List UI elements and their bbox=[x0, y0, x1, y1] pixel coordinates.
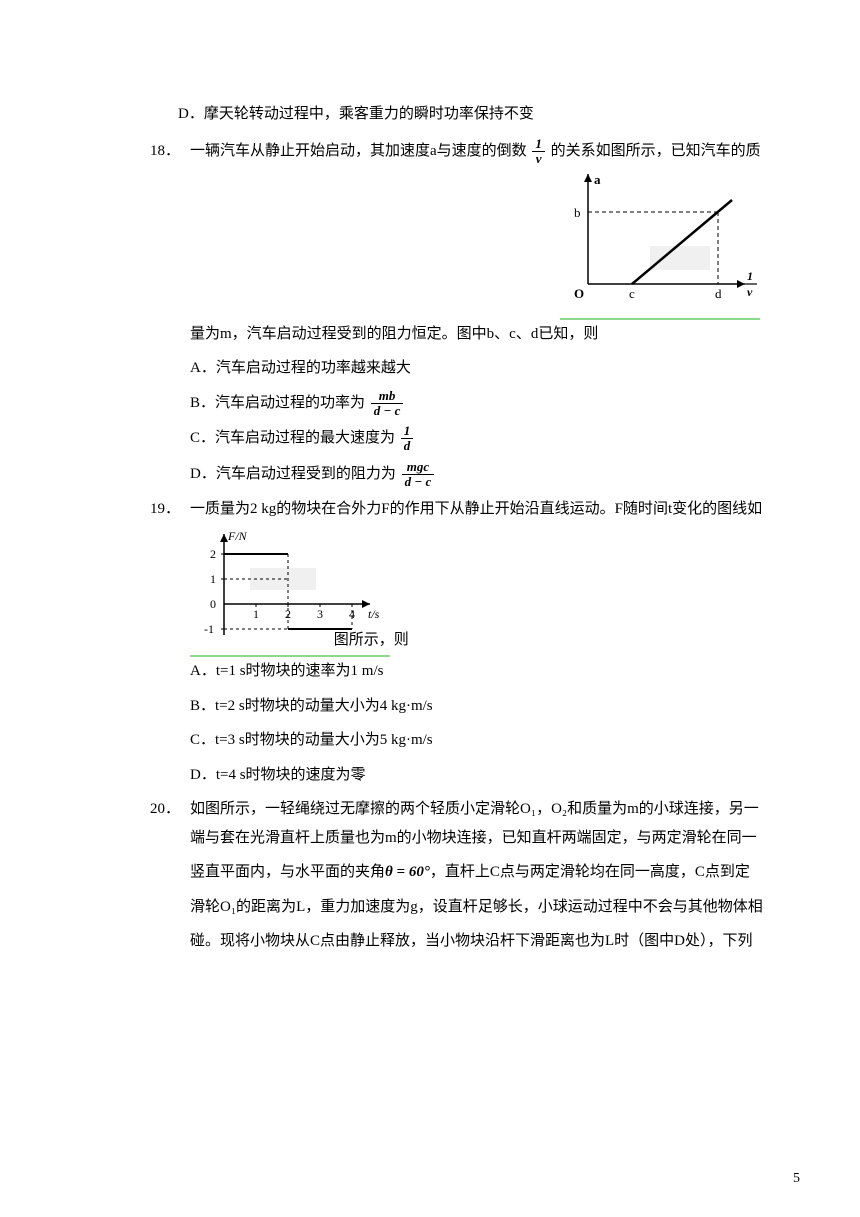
svg-text:1: 1 bbox=[747, 269, 753, 283]
q18-chart: a b c d O 1 v bbox=[560, 166, 760, 306]
q20-line5: 碰。现将小物块从C点由静止释放，当小物块沿杆下滑距离也为L时（图中D处），下列 bbox=[150, 927, 800, 956]
svg-text:1: 1 bbox=[253, 607, 259, 621]
q18-option-c: C．汽车启动过程的最大速度为 1d bbox=[150, 424, 800, 454]
svg-text:3: 3 bbox=[317, 607, 323, 621]
svg-text:O: O bbox=[574, 286, 584, 301]
q19-number: 19． bbox=[150, 495, 190, 524]
q19-stem-text: 一质量为2 kg的物块在合外力F的作用下从静止开始沿直线运动。F随时间t变化的图… bbox=[190, 495, 800, 524]
q18-stem1b: 的关系如图所示，已知汽车的质 bbox=[551, 143, 761, 159]
q18-stem-line2: 量为m，汽车启动过程受到的阻力恒定。图中b、c、d已知，则 bbox=[150, 320, 800, 349]
q20-l1: 如图所示，一轻绳绕过无摩擦的两个轻质小定滑轮O₁，O₂和质量为m的小球连接，另一 bbox=[190, 795, 800, 824]
q19-chart: 210-11234F/Nt/s bbox=[190, 524, 390, 644]
svg-text:d: d bbox=[715, 286, 722, 301]
q18-option-b: B．汽车启动过程的功率为 mbd − c bbox=[150, 389, 800, 419]
q19-option-b: B．t=2 s时物块的动量大小为4 kg·m/s bbox=[150, 692, 800, 721]
svg-text:v: v bbox=[747, 285, 753, 299]
q18-stem-frac: 1 v bbox=[532, 137, 545, 167]
q18-number: 18． bbox=[150, 137, 190, 166]
q18-stem1a: 一辆汽车从静止开始启动，其加速度a与速度的倒数 bbox=[190, 143, 527, 159]
q20-line1: 20． 如图所示，一轻绳绕过无摩擦的两个轻质小定滑轮O₁，O₂和质量为m的小球连… bbox=[150, 795, 800, 824]
q19-option-c: C．t=3 s时物块的动量大小为5 kg·m/s bbox=[150, 726, 800, 755]
q18-stem-line1: 18． 一辆汽车从静止开始启动，其加速度a与速度的倒数 1 v 的关系如图所示，… bbox=[150, 137, 800, 167]
page-number: 5 bbox=[793, 1166, 800, 1193]
q20-line2: 端与套在光滑直杆上质量也为m的小物块连接，已知直杆两端固定，与两定滑轮在同一 bbox=[150, 824, 800, 853]
q19-stem2: 图所示，则 bbox=[334, 632, 409, 648]
svg-text:1: 1 bbox=[210, 572, 216, 586]
q19-stem: 19． 一质量为2 kg的物块在合外力F的作用下从静止开始沿直线运动。F随时间t… bbox=[150, 495, 800, 524]
q17-option-d: D．摩天轮转动过程中，乘客重力的瞬时功率保持不变 bbox=[150, 100, 800, 129]
svg-text:t/s: t/s bbox=[368, 607, 380, 621]
q20-line4: 滑轮O₁的距离为L，重力加速度为g，设直杆足够长，小球运动过程中不会与其他物体相 bbox=[150, 893, 800, 922]
q19-option-d: D．t=4 s时物块的速度为零 bbox=[150, 761, 800, 790]
svg-text:0: 0 bbox=[210, 597, 216, 611]
q18-option-d: D．汽车启动过程受到的阻力为 mgcd − c bbox=[150, 460, 800, 490]
svg-text:2: 2 bbox=[210, 547, 216, 561]
q19-option-a: A．t=1 s时物块的速率为1 m/s bbox=[150, 657, 800, 686]
svg-text:c: c bbox=[629, 286, 635, 301]
q20-line3: 竖直平面内，与水平面的夹角θ = 60°，直杆上C点与两定滑轮均在同一高度，C点… bbox=[150, 858, 800, 887]
svg-text:b: b bbox=[574, 205, 581, 220]
svg-text:a: a bbox=[594, 172, 601, 187]
svg-text:F/N: F/N bbox=[227, 529, 248, 543]
q18-option-a: A．汽车启动过程的功率越来越大 bbox=[150, 354, 800, 383]
svg-text:-1: -1 bbox=[204, 622, 214, 636]
q18-chart-wrap: a b c d O 1 v bbox=[560, 166, 760, 320]
q20-number: 20． bbox=[150, 795, 190, 824]
